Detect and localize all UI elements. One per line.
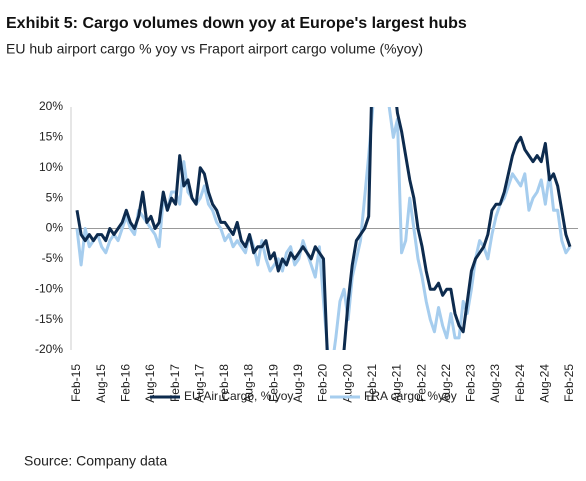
y-tick-label: -10% — [35, 281, 63, 295]
x-tick-label: Feb-20 — [316, 364, 330, 402]
x-tick-label: Aug-19 — [291, 364, 305, 403]
series-line — [75, 107, 572, 350]
x-tick-label: Aug-20 — [340, 364, 354, 403]
chart-title: Exhibit 5: Cargo volumes down yoy at Eur… — [6, 15, 467, 32]
y-tick-label: -5% — [42, 251, 64, 265]
x-tick-label: Feb-23 — [464, 364, 478, 402]
x-tick-label: Aug-23 — [488, 364, 502, 403]
series-line — [75, 107, 572, 350]
x-tick-label: Aug-22 — [439, 364, 453, 403]
x-tick-label: Aug-21 — [390, 364, 404, 403]
y-tick-label: 15% — [39, 130, 63, 144]
x-tick-label: Aug-24 — [538, 364, 552, 403]
y-tick-label: 5% — [46, 190, 64, 204]
plot — [75, 107, 572, 350]
y-tick-label: 10% — [39, 160, 63, 174]
x-tick-label: Feb-17 — [168, 364, 182, 402]
chart-subtitle: EU hub airport cargo % yoy vs Fraport ai… — [6, 41, 423, 57]
y-tick-label: -15% — [35, 312, 63, 326]
x-tick-label: Aug-15 — [94, 364, 108, 403]
x-tick-label: Feb-24 — [513, 364, 527, 402]
legend-label: EU Air Cargo, % yoy — [184, 389, 293, 403]
legend-label: FRA cargo, %yoy — [364, 389, 457, 403]
y-tick-label: -20% — [35, 342, 63, 356]
source: Source: Company data — [24, 453, 167, 469]
x-tick-label: Feb-18 — [217, 364, 231, 402]
x-tick-label: Feb-21 — [365, 364, 379, 402]
x-tick-label: Feb-15 — [69, 364, 83, 402]
x-tick-label: Feb-25 — [562, 364, 576, 402]
x-tick-label: Aug-17 — [192, 364, 206, 403]
x-tick-label: Feb-16 — [118, 364, 132, 402]
x-tick-label: Feb-22 — [414, 364, 428, 402]
x-tick-label: Aug-16 — [143, 364, 157, 403]
y-tick-label: 0% — [46, 221, 64, 235]
y-tick-label: 20% — [39, 99, 63, 113]
x-tick-label: Aug-18 — [242, 364, 256, 403]
x-tick-label: Feb-19 — [266, 364, 280, 402]
